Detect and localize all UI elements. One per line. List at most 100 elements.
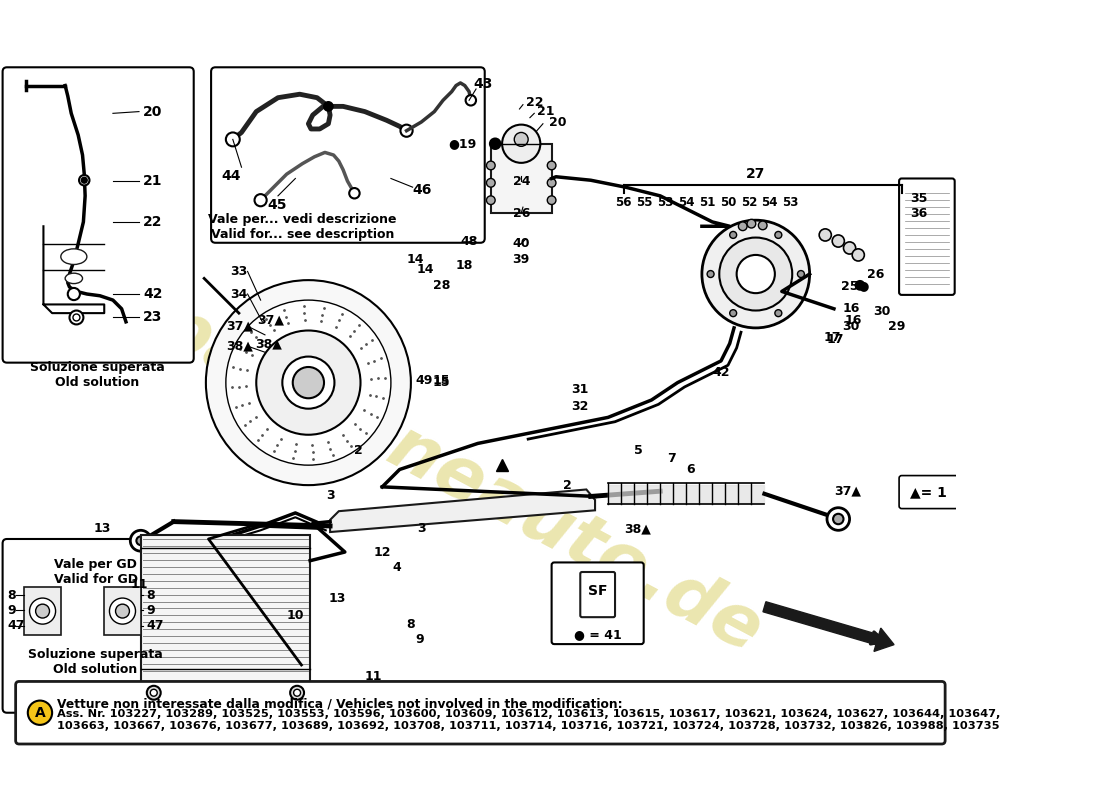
- Text: 24: 24: [513, 174, 530, 187]
- Text: 6: 6: [686, 463, 695, 476]
- FancyBboxPatch shape: [15, 682, 945, 744]
- Circle shape: [548, 161, 556, 170]
- Circle shape: [747, 219, 756, 228]
- Text: 11: 11: [365, 670, 383, 682]
- Circle shape: [136, 536, 145, 545]
- Circle shape: [798, 270, 804, 278]
- Text: 22: 22: [143, 215, 163, 229]
- Circle shape: [774, 310, 782, 317]
- Text: 33: 33: [230, 265, 248, 278]
- Text: 39: 39: [513, 253, 530, 266]
- Text: ● = 41: ● = 41: [574, 627, 622, 641]
- Text: 3: 3: [417, 522, 426, 535]
- Text: 53: 53: [782, 196, 799, 209]
- Text: 51: 51: [698, 196, 715, 209]
- FancyBboxPatch shape: [581, 572, 615, 617]
- Text: 16: 16: [845, 314, 861, 326]
- Text: 9: 9: [146, 604, 155, 617]
- Circle shape: [515, 133, 528, 146]
- Text: 14: 14: [417, 263, 434, 276]
- Text: 10: 10: [287, 609, 305, 622]
- Text: 47: 47: [146, 619, 164, 632]
- Circle shape: [290, 686, 304, 700]
- Circle shape: [486, 161, 495, 170]
- Text: 37▲: 37▲: [226, 320, 253, 333]
- Circle shape: [852, 249, 865, 261]
- Text: 35: 35: [911, 192, 927, 205]
- Text: 2: 2: [563, 478, 572, 492]
- Circle shape: [737, 255, 774, 293]
- Text: Soluzione superata
Old solution: Soluzione superata Old solution: [30, 361, 165, 389]
- Text: 31: 31: [572, 383, 588, 396]
- Text: 8: 8: [7, 589, 15, 602]
- Circle shape: [490, 138, 500, 149]
- Circle shape: [738, 222, 747, 230]
- Circle shape: [820, 229, 832, 241]
- Bar: [24, 586, 60, 634]
- Circle shape: [79, 175, 89, 186]
- Text: 30: 30: [843, 320, 860, 333]
- Text: 45: 45: [267, 198, 287, 211]
- Circle shape: [294, 690, 300, 696]
- Text: 5: 5: [634, 444, 642, 457]
- Text: 55: 55: [636, 196, 652, 209]
- Circle shape: [856, 281, 865, 290]
- Bar: [141, 534, 310, 682]
- Circle shape: [827, 508, 849, 530]
- Text: 2: 2: [354, 444, 363, 457]
- Text: 42: 42: [713, 366, 729, 378]
- FancyArrow shape: [763, 602, 894, 651]
- Text: 13: 13: [94, 522, 111, 535]
- Text: 16: 16: [843, 302, 860, 315]
- Text: 44: 44: [221, 169, 241, 183]
- Text: 13: 13: [329, 591, 345, 605]
- Text: 15: 15: [432, 374, 450, 387]
- Bar: [491, 144, 551, 214]
- Text: 43: 43: [473, 77, 493, 90]
- Circle shape: [486, 178, 495, 187]
- Circle shape: [729, 310, 737, 317]
- Circle shape: [758, 221, 767, 230]
- FancyBboxPatch shape: [899, 178, 955, 295]
- Text: 8: 8: [407, 618, 415, 630]
- Polygon shape: [330, 490, 595, 532]
- Circle shape: [707, 270, 714, 278]
- Circle shape: [68, 288, 80, 300]
- Circle shape: [254, 194, 266, 206]
- Text: 103663, 103667, 103676, 103677, 103689, 103692, 103708, 103711, 103714, 103716, : 103663, 103667, 103676, 103677, 103689, …: [57, 721, 1000, 730]
- Text: 7: 7: [668, 452, 675, 465]
- FancyBboxPatch shape: [551, 562, 644, 644]
- Text: 25●: 25●: [840, 279, 869, 292]
- Text: 53: 53: [657, 196, 673, 209]
- Text: 49: 49: [415, 374, 432, 387]
- Circle shape: [283, 357, 334, 409]
- Text: 23: 23: [143, 310, 163, 325]
- Text: 9: 9: [7, 604, 15, 617]
- Text: passioneauto.de: passioneauto.de: [146, 290, 774, 666]
- Text: 37▲: 37▲: [834, 485, 861, 498]
- Circle shape: [833, 514, 844, 524]
- Text: 20: 20: [549, 115, 566, 129]
- Circle shape: [130, 530, 151, 551]
- FancyBboxPatch shape: [2, 67, 194, 362]
- Circle shape: [81, 178, 87, 183]
- Text: 9: 9: [415, 634, 424, 646]
- Text: SF: SF: [587, 584, 607, 598]
- Circle shape: [548, 178, 556, 187]
- Circle shape: [256, 330, 361, 434]
- Text: Vale per... vedi descrizione
Valid for... see description: Vale per... vedi descrizione Valid for..…: [208, 214, 397, 242]
- Circle shape: [69, 310, 84, 325]
- Text: 38▲: 38▲: [226, 340, 253, 353]
- Text: 21: 21: [143, 174, 163, 188]
- Circle shape: [844, 242, 856, 254]
- Circle shape: [486, 196, 495, 205]
- Text: Vale per GD
Valid for GD: Vale per GD Valid for GD: [54, 558, 138, 586]
- Text: 47: 47: [7, 619, 24, 632]
- Text: 38▲: 38▲: [624, 522, 650, 535]
- Circle shape: [28, 701, 52, 725]
- Bar: [104, 586, 141, 634]
- Text: 18: 18: [456, 259, 473, 272]
- Text: 14: 14: [407, 253, 424, 266]
- Text: 29: 29: [888, 320, 905, 333]
- Text: 27: 27: [746, 167, 766, 181]
